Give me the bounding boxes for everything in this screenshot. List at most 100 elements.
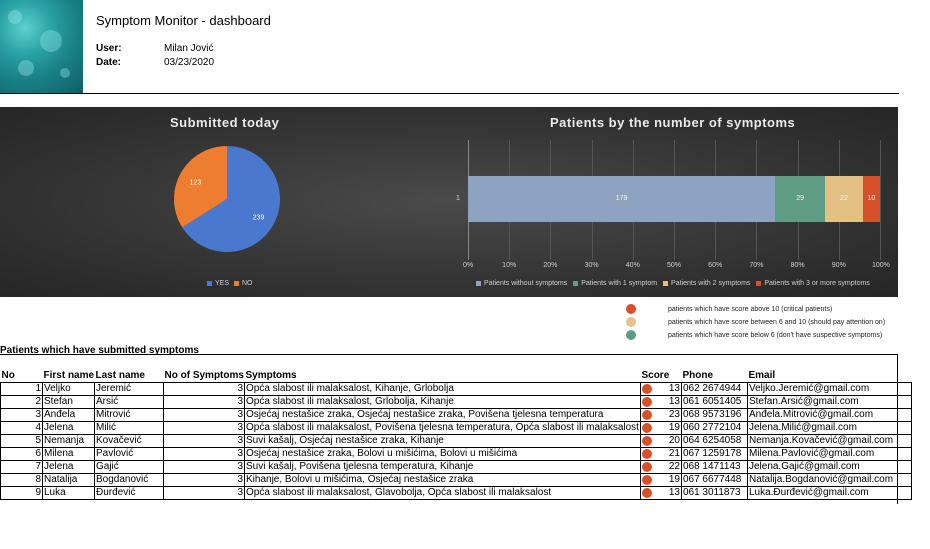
row-no[interactable]: 8 xyxy=(0,473,43,487)
row-no-of-symptoms[interactable]: 3 xyxy=(163,447,245,461)
row-first-name[interactable]: Stefan xyxy=(42,395,95,409)
row-first-name[interactable]: Milena xyxy=(42,447,95,461)
row-no-of-symptoms[interactable]: 3 xyxy=(163,460,245,474)
row-first-name[interactable]: Luka xyxy=(42,486,95,500)
row-email[interactable]: Natalija.Bogdanović@gmail.com xyxy=(746,473,912,487)
row-first-name[interactable]: Veljko xyxy=(42,382,95,396)
table-row[interactable]: 5 Nemanja Kovačević 3 Suvi kašalj, Osjećaj n… xyxy=(0,434,912,448)
row-phone[interactable]: 068 9573196 xyxy=(680,408,748,422)
row-last-name[interactable]: Bogdanović xyxy=(94,473,164,487)
score-status-dot xyxy=(641,462,652,472)
row-phone[interactable]: 067 6677448 xyxy=(680,473,748,487)
attention-score-legend: patients which have score between 6 and … xyxy=(668,319,886,326)
row-no-of-symptoms[interactable]: 3 xyxy=(163,473,245,487)
row-email[interactable]: Veljko.Jeremić@gmail.com xyxy=(746,382,912,396)
row-symptoms[interactable]: Opća slabost ili malaksalost, Povišena t… xyxy=(244,421,641,435)
row-score[interactable]: 13 xyxy=(639,395,682,409)
row-symptoms[interactable]: Kihanje, Bolovi u mišićima, Osjećaj nest… xyxy=(244,473,641,487)
col-header-no-of-symptoms: No of Symptoms xyxy=(164,370,244,381)
table-row[interactable]: 1 Veljko Jeremić 3 Opća slabost ili malaksal… xyxy=(0,382,912,396)
row-email[interactable]: Stefan.Arsić@gmail.com xyxy=(746,395,912,409)
bar-data-label-4: 10 xyxy=(867,195,876,202)
row-last-name[interactable]: Pavlović xyxy=(94,447,164,461)
row-email[interactable]: Luka.Đurđević@gmail.com xyxy=(746,486,912,500)
user-label: User: xyxy=(96,43,122,54)
row-first-name[interactable]: Nemanja xyxy=(42,434,95,448)
row-symptoms[interactable]: Opća slabost ili malaksalost, Grlobolja,… xyxy=(244,395,641,409)
table-row[interactable]: 8 Natalija Bogdanović 3 Kihanje, Bolovi u mi… xyxy=(0,473,912,487)
bar-x-axis: 0% 10% 20% 30% 40% 50% 60% 70% 80% 90% 100% xyxy=(463,262,890,272)
row-no[interactable]: 9 xyxy=(0,486,43,500)
row-no-of-symptoms[interactable]: 3 xyxy=(163,421,245,435)
score-status-dot xyxy=(641,475,652,485)
col-header-no: No xyxy=(1,370,15,381)
row-last-name[interactable]: Jeremić xyxy=(94,382,164,396)
table-row[interactable]: 3 Anđela Mitrović 3 Osjećaj nestašice zraka,… xyxy=(0,408,912,422)
row-last-name[interactable]: Milić xyxy=(94,421,164,435)
table-row[interactable]: 4 Jelena Milić 3 Opća slabost ili malaksalos… xyxy=(0,421,912,435)
row-email[interactable]: Nemanja.Kovačević@gmail.com xyxy=(746,434,912,448)
table-top-border xyxy=(0,354,898,355)
row-first-name[interactable]: Jelena xyxy=(42,460,95,474)
row-score[interactable]: 13 xyxy=(639,382,682,396)
row-symptoms[interactable]: Suvi kašalj, Osjećaj nestašice zraka, Ki… xyxy=(244,434,641,448)
row-no[interactable]: 1 xyxy=(0,382,43,396)
row-symptoms[interactable]: Osjećaj nestašice zraka, Bolovi u mišići… xyxy=(244,447,641,461)
row-email[interactable]: Anđela.Mitrović@gmail.com xyxy=(746,408,912,422)
row-score[interactable]: 20 xyxy=(639,434,682,448)
bar-legend: Patients without symptoms Patients with … xyxy=(476,280,870,287)
row-first-name[interactable]: Natalija xyxy=(42,473,95,487)
legend-label-two: Patients with 2 symptoms xyxy=(671,280,751,287)
row-no[interactable]: 2 xyxy=(0,395,43,409)
table-row[interactable]: 2 Stefan Arsić 3 Opća slabost ili malaksalos… xyxy=(0,395,912,409)
row-last-name[interactable]: Kovačević xyxy=(94,434,164,448)
row-symptoms[interactable]: Suvi kašalj, Povišena tjelesna temperatu… xyxy=(244,460,641,474)
row-last-name[interactable]: Đurđević xyxy=(94,486,164,500)
table-row[interactable]: 6 Milena Pavlović 3 Osjećaj nestašice zraka,… xyxy=(0,447,912,461)
row-symptoms[interactable]: Opća slabost ili malaksalost, Kihanje, G… xyxy=(244,382,641,396)
row-no-of-symptoms[interactable]: 3 xyxy=(163,434,245,448)
row-score[interactable]: 13 xyxy=(639,486,682,500)
row-first-name[interactable]: Jelena xyxy=(42,421,95,435)
row-phone[interactable]: 061 3011873 xyxy=(680,486,748,500)
row-no[interactable]: 6 xyxy=(0,447,43,461)
row-last-name[interactable]: Gajić xyxy=(94,460,164,474)
row-no[interactable]: 5 xyxy=(0,434,43,448)
bar-x-tick: 40% xyxy=(625,262,640,269)
row-no-of-symptoms[interactable]: 3 xyxy=(163,486,245,500)
row-email[interactable]: Jelena.Milić@gmail.com xyxy=(746,421,912,435)
bar-segment-1 xyxy=(468,176,776,222)
row-phone[interactable]: 064 6254058 xyxy=(680,434,748,448)
bar-x-tick: 100% xyxy=(872,262,890,269)
row-no-of-symptoms[interactable]: 3 xyxy=(163,382,245,396)
patients-table: No First name Last name No of Symptoms S… xyxy=(0,369,912,500)
row-phone[interactable]: 062 2674944 xyxy=(680,382,748,396)
row-score[interactable]: 19 xyxy=(639,421,682,435)
row-no[interactable]: 4 xyxy=(0,421,43,435)
row-email[interactable]: Jelena.Gajić@gmail.com xyxy=(746,460,912,474)
row-phone[interactable]: 067 1259178 xyxy=(680,447,748,461)
row-no-of-symptoms[interactable]: 3 xyxy=(163,408,245,422)
row-no[interactable]: 7 xyxy=(0,460,43,474)
row-last-name[interactable]: Mitrović xyxy=(94,408,164,422)
row-symptoms[interactable]: Osjećaj nestašice zraka, Osjećaj nestaši… xyxy=(244,408,641,422)
row-phone[interactable]: 060 2772104 xyxy=(680,421,748,435)
row-score[interactable]: 21 xyxy=(639,447,682,461)
row-score[interactable]: 19 xyxy=(639,473,682,487)
score-status-dot xyxy=(641,397,652,407)
bar-x-tick: 90% xyxy=(831,262,846,269)
table-row[interactable]: 9 Luka Đurđević 3 Opća slabost ili malaksalo… xyxy=(0,486,912,500)
stacked-bar-chart: 179 29 22 10 xyxy=(468,140,881,260)
row-email[interactable]: Milena.Pavlović@gmail.com xyxy=(746,447,912,461)
row-phone[interactable]: 061 6051405 xyxy=(680,395,748,409)
row-phone[interactable]: 068 1471143 xyxy=(680,460,748,474)
table-row[interactable]: 7 Jelena Gajić 3 Suvi kašalj, Povišena tjele… xyxy=(0,460,912,474)
row-symptoms[interactable]: Opća slabost ili malaksalost, Glavobolja… xyxy=(244,486,641,500)
row-no-of-symptoms[interactable]: 3 xyxy=(163,395,245,409)
row-score[interactable]: 23 xyxy=(639,408,682,422)
score-status-dot xyxy=(641,410,652,420)
row-last-name[interactable]: Arsić xyxy=(94,395,164,409)
row-first-name[interactable]: Anđela xyxy=(42,408,95,422)
row-no[interactable]: 3 xyxy=(0,408,43,422)
row-score[interactable]: 22 xyxy=(639,460,682,474)
